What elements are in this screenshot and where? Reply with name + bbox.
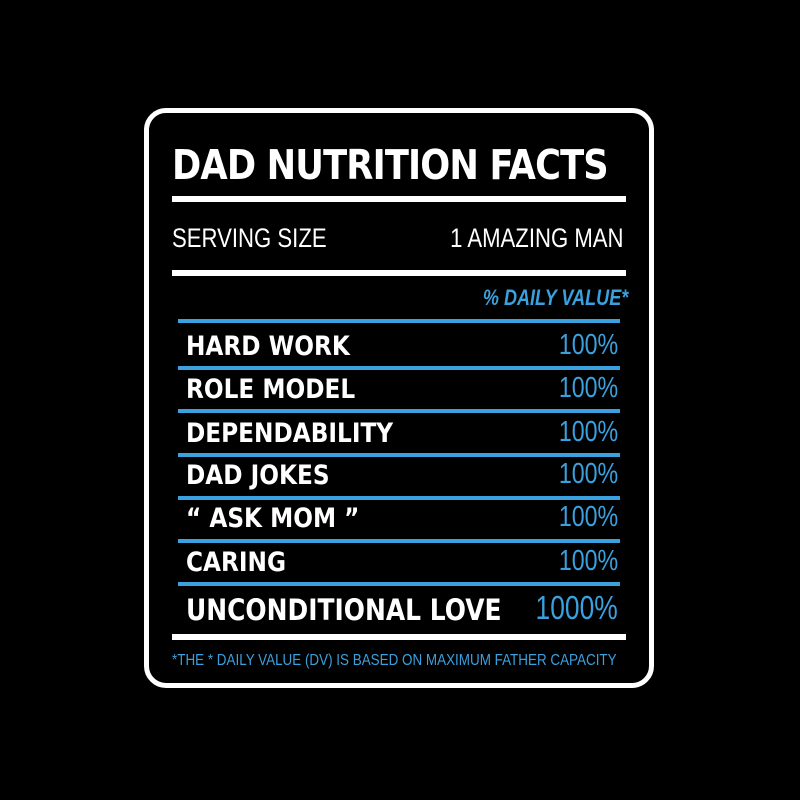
row-value-dependability: 100%: [558, 416, 618, 448]
serving-divider: [172, 270, 626, 276]
footer-divider: [172, 634, 626, 640]
nutrition-label-frame: [144, 108, 654, 688]
serving-size-label: SERVING SIZE: [172, 223, 327, 253]
row-divider: [178, 539, 620, 543]
row-value-unconditional-love: 1000%: [535, 589, 618, 626]
row-divider: [178, 453, 620, 457]
row-value-role-model: 100%: [558, 372, 618, 404]
daily-value-header: % DAILY VALUE*: [482, 285, 628, 310]
row-label-dependability: DEPENDABILITY: [186, 418, 394, 449]
row-label-ask-mom: “ ASK MOM ”: [186, 503, 360, 534]
row-divider: [178, 366, 620, 370]
row-divider: [178, 582, 620, 586]
row-label-role-model: ROLE MODEL: [186, 374, 356, 405]
title-divider: [172, 196, 626, 202]
row-divider: [178, 319, 620, 323]
daily-value-footnote: *THE * DAILY VALUE (DV) IS BASED ON MAXI…: [172, 652, 617, 669]
row-value-caring: 100%: [558, 545, 618, 577]
row-value-dad-jokes: 100%: [558, 458, 618, 490]
row-value-hard-work: 100%: [558, 329, 618, 361]
row-label-hard-work: HARD WORK: [186, 331, 350, 362]
row-divider: [178, 496, 620, 500]
serving-size-value: 1 AMAZING MAN: [450, 223, 624, 253]
row-label-dad-jokes: DAD JOKES: [186, 460, 330, 491]
row-label-unconditional-love: UNCONDITIONAL LOVE: [186, 593, 502, 627]
row-label-caring: CARING: [186, 547, 287, 578]
label-title: DAD NUTRITION FACTS: [172, 141, 609, 189]
row-value-ask-mom: 100%: [558, 501, 618, 533]
row-divider: [178, 409, 620, 413]
